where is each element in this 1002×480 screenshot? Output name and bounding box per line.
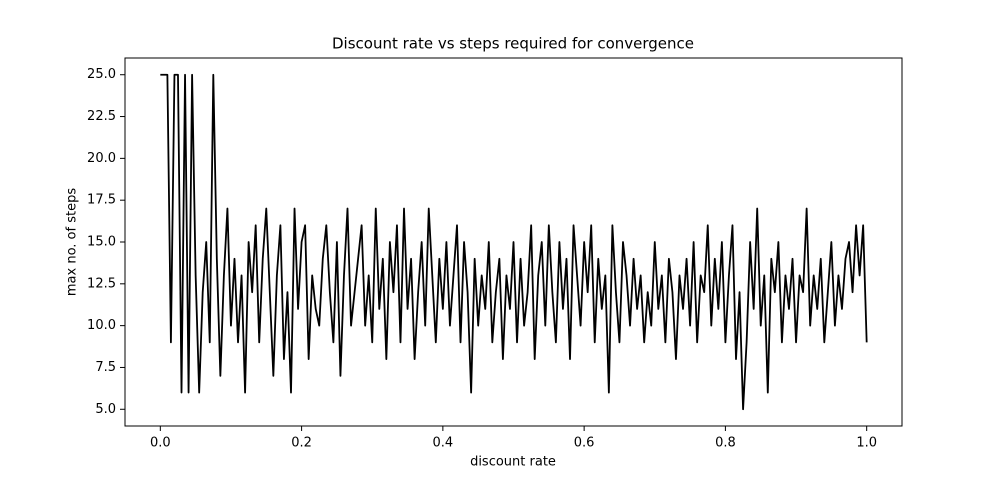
x-tick-label: 0.6 — [574, 436, 595, 451]
y-tick-label: 17.5 — [87, 193, 116, 208]
y-tick-label: 12.5 — [87, 276, 116, 291]
x-tick-label: 0.0 — [150, 436, 171, 451]
y-axis-label: max no. of steps — [65, 188, 80, 296]
y-tick-label: 22.5 — [87, 109, 116, 124]
y-tick-label: 7.5 — [95, 360, 116, 375]
x-tick-label: 0.4 — [433, 436, 454, 451]
x-tick-label: 0.8 — [715, 436, 736, 451]
chart-title: Discount rate vs steps required for conv… — [332, 35, 694, 53]
y-tick-label: 15.0 — [87, 235, 116, 250]
x-axis-label: discount rate — [470, 455, 556, 470]
y-tick-label: 25.0 — [87, 67, 116, 82]
x-tick-label: 1.0 — [856, 436, 877, 451]
axes-frame — [124, 57, 903, 427]
y-tick-label: 5.0 — [95, 402, 116, 417]
data-line — [160, 73, 868, 411]
y-tick-label: 10.0 — [87, 318, 116, 333]
y-tick-label: 20.0 — [87, 151, 116, 166]
x-tick-label: 0.2 — [291, 436, 312, 451]
